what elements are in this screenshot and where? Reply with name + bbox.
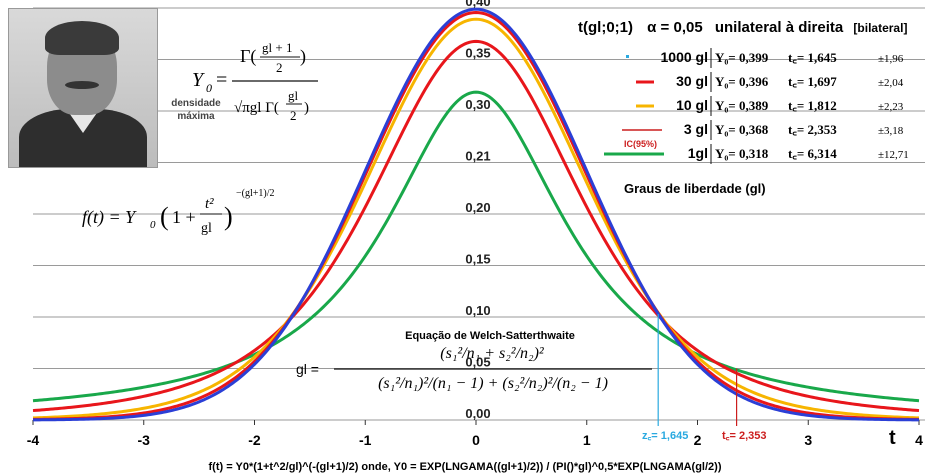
y-tick-label: 0,21 xyxy=(465,149,490,164)
legend-bilateral: ±12,71 xyxy=(878,149,909,161)
svg-text:2: 2 xyxy=(276,60,283,75)
x-tick-label: -1 xyxy=(359,432,372,448)
ic-label: IC(95%) xyxy=(624,139,657,149)
legend-row: 1gl Y₀= 0,318 t꜀= 6,314 ±12,71 xyxy=(604,144,909,164)
legend-bilateral: ±2,23 xyxy=(878,101,904,113)
header-text: t(gl;0;1) α = 0,05 unilateral à direita … xyxy=(578,19,907,36)
x-tick-label: -3 xyxy=(138,432,151,448)
y-tick-label: 0,40 xyxy=(465,0,490,9)
legend-row: 1000 gl Y₀= 0,399 t꜀= 1,645 ±1,96 xyxy=(626,48,904,68)
svg-text:(s₁²/n₁)²/(n₁ − 1) + (s₂²/n₂)²: (s₁²/n₁)²/(n₁ − 1) + (s₂²/n₂)²/(n₂ − 1) xyxy=(378,375,608,392)
svg-text:): ) xyxy=(224,202,233,231)
legend-tc: t꜀= 1,697 xyxy=(788,74,837,89)
legend-tc: t꜀= 2,353 xyxy=(788,122,837,137)
y-tick-labels: 0,00 0,05 0,10 0,15 0,20 0,21 0,30 0,35 0,40 xyxy=(465,0,490,421)
legend-tc: t꜀= 6,314 xyxy=(788,146,837,161)
svg-text:gl + 1: gl + 1 xyxy=(262,40,292,55)
legend-y0: Y₀= 0,396 xyxy=(715,74,769,89)
ft-formula: f(t) = Y 0 ( 1 + t² gl ) −(gl+1)/2 xyxy=(82,188,275,236)
welch-formula: Equação de Welch-Satterthwaite gl = (s₁²… xyxy=(296,330,652,392)
y-tick-label: 0,35 xyxy=(465,46,490,61)
svg-text:gl: gl xyxy=(288,88,299,103)
legend-tc: t꜀= 1,812 xyxy=(788,98,837,113)
legend-gl: 3 gl xyxy=(684,121,708,137)
tc-label: t꜀= 2,353 xyxy=(722,430,766,442)
svg-text:Equação de Welch-Satterthwaite: Equação de Welch-Satterthwaite xyxy=(405,330,575,342)
svg-text:(: ( xyxy=(160,202,169,231)
zc-label: z꜀= 1,645 xyxy=(642,430,688,442)
legend: 1000 gl Y₀= 0,399 t꜀= 1,645 ±1,96 30 gl Y₀= 0… xyxy=(604,48,909,196)
legend-bilateral: ±3,18 xyxy=(878,125,904,137)
portrait-photo xyxy=(8,8,158,168)
x-tick-label: -4 xyxy=(27,432,40,448)
svg-text:0: 0 xyxy=(206,81,212,95)
curve-30gl xyxy=(32,10,920,421)
curve-1000gl xyxy=(32,7,920,422)
legend-gl: 10 gl xyxy=(676,97,708,113)
svg-text:densidade: densidade xyxy=(171,98,221,109)
y-tick-label: 0,10 xyxy=(465,303,490,318)
y0-formula: Y 0 = Γ( gl + 1 2 ) √πgl Γ( gl 2 ) densi… xyxy=(171,40,318,123)
x-tick-label: 2 xyxy=(694,432,702,448)
legend-bilateral: ±1,96 xyxy=(878,53,904,65)
svg-text:=: = xyxy=(216,69,227,91)
svg-text:2: 2 xyxy=(290,108,297,123)
legend-y0: Y₀= 0,399 xyxy=(715,50,769,65)
svg-text:gl: gl xyxy=(201,221,212,236)
y-tick-label: 0,20 xyxy=(465,200,490,215)
legend-y0: Y₀= 0,389 xyxy=(715,98,769,113)
svg-text:f(t) = Y: f(t) = Y xyxy=(82,207,137,228)
legend-gl: 30 gl xyxy=(676,73,708,89)
svg-text:máxima: máxima xyxy=(177,111,215,122)
x-tick-label: -2 xyxy=(248,432,261,448)
x-tick-label: 0 xyxy=(472,432,480,448)
svg-text:√πgl Γ(: √πgl Γ( xyxy=(234,100,279,116)
svg-text:−(gl+1)/2: −(gl+1)/2 xyxy=(236,188,275,199)
y-tick-label: 0,05 xyxy=(465,355,490,370)
critical-markers xyxy=(657,313,738,426)
x-axis-label: t xyxy=(889,427,896,449)
svg-text:): ) xyxy=(304,100,309,116)
curve-3gl xyxy=(32,39,920,413)
svg-text:1 +: 1 + xyxy=(172,207,196,227)
legend-row: 3 gl Y₀= 0,368 t꜀= 2,353 ±3,18 xyxy=(622,120,904,140)
curves xyxy=(32,7,920,422)
legend-tc: t꜀= 1,645 xyxy=(788,50,837,65)
y-tick-label: 0,00 xyxy=(465,406,490,421)
svg-text:(s₁²/n₁ + s₂²/n₂)²: (s₁²/n₁ + s₂²/n₂)² xyxy=(440,345,545,362)
svg-text:gl =: gl = xyxy=(296,361,319,377)
y-tick-label: 0,15 xyxy=(465,252,490,267)
legend-caption: Graus de liberdade (gl) xyxy=(624,181,766,196)
x-tick-label: 4 xyxy=(915,432,923,448)
legend-row: 30 gl Y₀= 0,396 t꜀= 1,697 ±2,04 xyxy=(636,72,904,92)
svg-text:Γ(: Γ( xyxy=(240,46,256,67)
legend-gl: 1gl xyxy=(688,145,708,161)
x-tick-label: 1 xyxy=(583,432,591,448)
svg-text:t²: t² xyxy=(205,196,214,212)
legend-y0: Y₀= 0,368 xyxy=(715,122,769,137)
svg-text:): ) xyxy=(300,46,306,67)
footer-formula: f(t) = Y0*(1+t^2/gl)^(-(gl+1)/2) onde, Y… xyxy=(209,461,722,473)
y-tick-label: 0,30 xyxy=(465,97,490,112)
legend-gl: 1000 gl xyxy=(661,49,708,65)
legend-swatch xyxy=(626,55,629,58)
legend-bilateral: ±2,04 xyxy=(878,77,904,89)
svg-text:Y: Y xyxy=(192,69,205,91)
curve-1gl xyxy=(32,90,920,403)
legend-y0: Y₀= 0,318 xyxy=(715,146,769,161)
x-axis: -4 -3 -2 -1 0 1 2 3 4 t xyxy=(27,420,923,449)
legend-row: 10 gl Y₀= 0,389 t꜀= 1,812 ±2,23 xyxy=(636,96,904,116)
x-tick-label: 3 xyxy=(804,432,812,448)
curve-10gl xyxy=(32,17,920,420)
svg-text:0: 0 xyxy=(150,219,156,231)
